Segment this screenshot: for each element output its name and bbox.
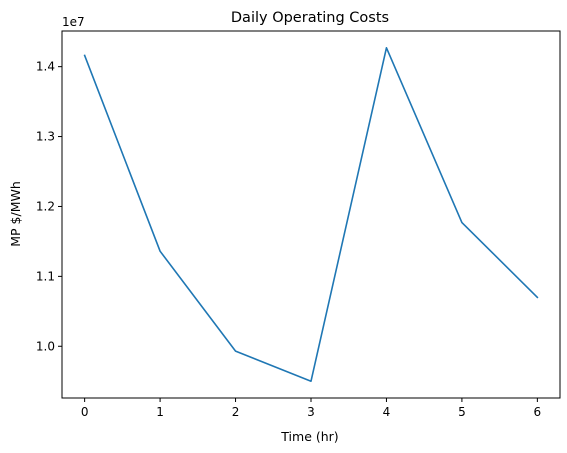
x-tick-label: 5 — [458, 405, 466, 419]
y-tick-label: 1.1 — [36, 269, 55, 283]
chart-title: Daily Operating Costs — [231, 10, 389, 26]
x-axis-label: Time (hr) — [280, 429, 338, 444]
series-layer — [83, 46, 539, 383]
y-tick-label: 1.4 — [36, 60, 55, 74]
x-tick-label: 2 — [232, 405, 240, 419]
x-tick-label: 1 — [156, 405, 164, 419]
x-tick-label: 3 — [307, 405, 315, 419]
x-axis: 0 1 2 3 4 5 6 — [81, 398, 541, 419]
y-tick-label: 1.3 — [36, 130, 55, 144]
y-offset-label: 1e7 — [62, 15, 85, 29]
series-line — [83, 46, 539, 383]
y-tick-label: 1.2 — [36, 199, 55, 213]
x-tick-label: 0 — [81, 405, 89, 419]
y-axis-label: MP $/MWh — [8, 181, 23, 247]
y-tick-label: 1.0 — [36, 339, 55, 353]
y-axis: 1.0 1.1 1.2 1.3 1.4 — [36, 60, 62, 353]
x-tick-label: 4 — [383, 405, 391, 419]
x-tick-label: 6 — [534, 405, 542, 419]
plot-frame — [61, 30, 561, 399]
